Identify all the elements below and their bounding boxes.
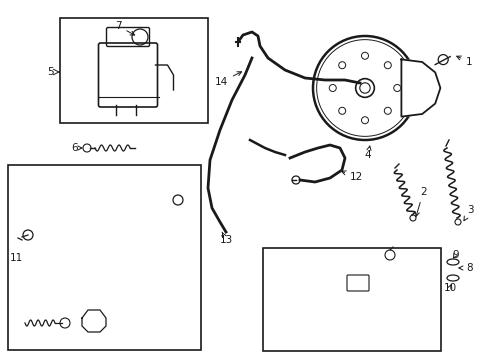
Text: 2: 2 [414,187,426,216]
Polygon shape [401,59,440,117]
Text: 7: 7 [115,21,134,35]
Text: 5: 5 [47,67,54,77]
Bar [263,248,440,351]
Text: 12: 12 [341,171,363,182]
Text: 4: 4 [364,146,370,160]
Text: 9: 9 [451,250,458,260]
Text: 11: 11 [10,253,23,263]
Text: 1: 1 [456,56,472,67]
Text: 3: 3 [463,205,473,221]
Bar [8,165,201,350]
Bar [60,18,207,123]
Text: 14: 14 [214,72,241,87]
Text: 6: 6 [71,143,82,153]
Text: 10: 10 [443,283,456,293]
Text: 8: 8 [458,263,472,273]
Text: 13: 13 [219,232,232,245]
